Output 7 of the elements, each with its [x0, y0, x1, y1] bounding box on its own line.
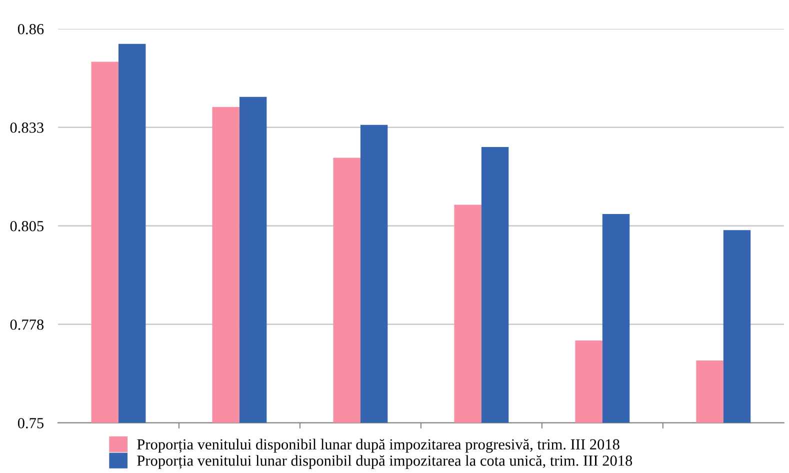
y-tick-label: 0.805 — [10, 221, 44, 232]
legend-label: Proporția venitului lunar disponibil după impozitarea la cota unică, trim. III 2018 — [137, 455, 632, 469]
y-tick-label: 0.86 — [18, 24, 44, 34]
y-tick-label: 0.75 — [18, 418, 44, 428]
y-tick-label: 0.778 — [10, 320, 44, 330]
legend-label: Proporția venitului disponibil lunar după impozitarea progresivă, trim. III 2018 — [137, 438, 620, 453]
y-tick-label: 0.833 — [10, 122, 44, 133]
